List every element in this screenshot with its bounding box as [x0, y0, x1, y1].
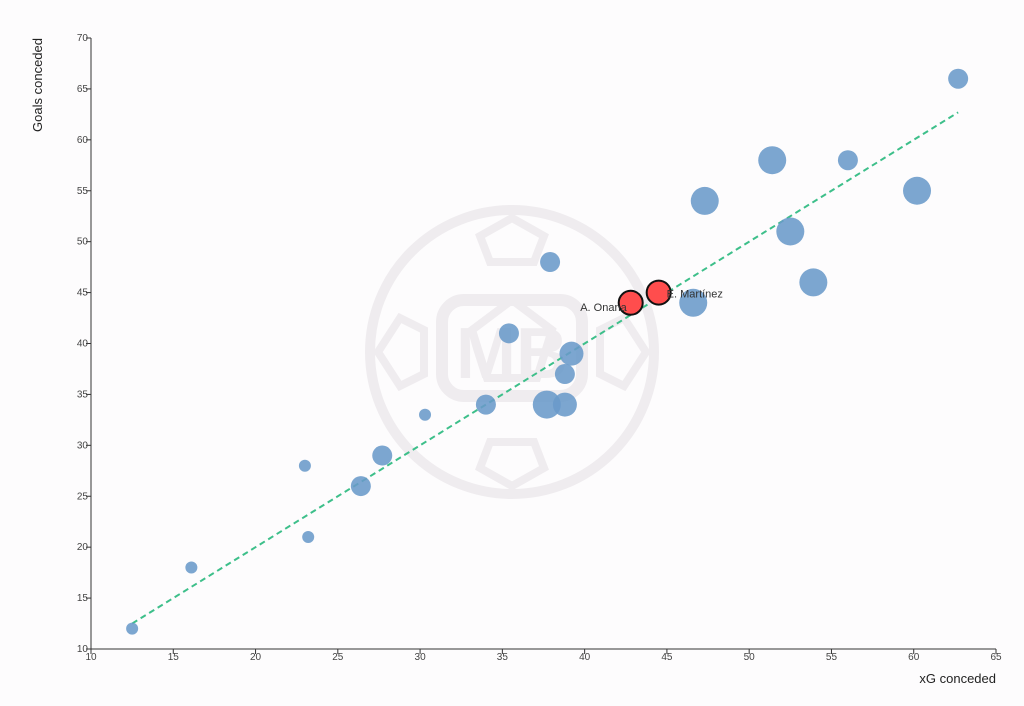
x-tick-label: 35 — [497, 652, 509, 663]
y-tick-label: 20 — [77, 542, 89, 553]
watermark-pentagon-right — [596, 312, 651, 392]
data-point — [498, 323, 519, 344]
data-point — [758, 146, 787, 175]
data-point — [776, 217, 805, 246]
y-tick-label: 65 — [77, 84, 89, 95]
x-tick-label: 10 — [85, 652, 97, 663]
x-axis-ticks: 10 15 20 25 30 35 40 45 50 55 60 65 — [85, 649, 1002, 663]
data-point — [372, 445, 393, 466]
x-tick-label: 40 — [579, 652, 591, 663]
x-tick-label: 20 — [250, 652, 262, 663]
watermark-pentagon-bottom — [475, 438, 549, 491]
watermark-pentagon-left — [373, 312, 428, 392]
data-point — [679, 288, 708, 317]
data-point — [799, 268, 828, 297]
watermark-logo: MB — [365, 205, 659, 499]
trend-line — [131, 111, 959, 625]
data-point — [126, 622, 139, 635]
watermark-pentagon-top — [475, 213, 549, 266]
y-tick-label: 50 — [77, 237, 89, 248]
data-point — [690, 186, 719, 215]
data-point — [554, 364, 575, 385]
point-label: E. Martínez — [667, 289, 723, 301]
data-point — [302, 530, 315, 543]
data-point — [185, 561, 198, 574]
highlighted-data-point — [645, 279, 672, 306]
x-tick-label: 25 — [332, 652, 344, 663]
data-points — [126, 68, 969, 635]
data-point — [540, 252, 561, 273]
x-tick-label: 50 — [744, 652, 756, 663]
y-tick-label: 60 — [77, 135, 89, 146]
point-labels: A. Onana E. Martínez — [580, 289, 723, 314]
data-point — [532, 390, 561, 419]
y-tick-label: 35 — [77, 389, 89, 400]
data-point — [837, 150, 858, 171]
y-tick-label: 40 — [77, 339, 89, 350]
y-tick-label: 30 — [77, 440, 89, 451]
highlighted-data-point — [617, 289, 644, 316]
x-tick-label: 15 — [168, 652, 180, 663]
x-tick-label: 60 — [908, 652, 920, 663]
x-tick-label: 65 — [990, 652, 1002, 663]
y-tick-label: 15 — [77, 593, 89, 604]
data-point — [903, 176, 932, 205]
x-tick-label: 55 — [826, 652, 838, 663]
y-tick-label: 10 — [77, 644, 89, 655]
data-point — [559, 341, 584, 366]
x-tick-label: 45 — [661, 652, 673, 663]
data-point — [350, 476, 371, 497]
y-tick-label: 70 — [77, 33, 89, 44]
y-tick-label: 55 — [77, 186, 89, 197]
data-point — [298, 459, 311, 472]
y-tick-label: 45 — [77, 288, 89, 299]
data-point — [552, 392, 577, 417]
x-tick-label: 30 — [415, 652, 427, 663]
data-point — [475, 394, 496, 415]
y-axis-title: Goals conceded — [30, 38, 45, 132]
point-label: A. Onana — [580, 302, 627, 314]
watermark-pentagon-center — [467, 295, 557, 382]
data-point — [948, 68, 969, 89]
y-tick-label: 25 — [77, 491, 89, 502]
y-axis-ticks: 10 15 20 25 30 35 40 45 50 55 60 65 70 — [77, 33, 91, 655]
x-axis-title: xG conceded — [919, 671, 996, 686]
data-point — [419, 408, 432, 421]
